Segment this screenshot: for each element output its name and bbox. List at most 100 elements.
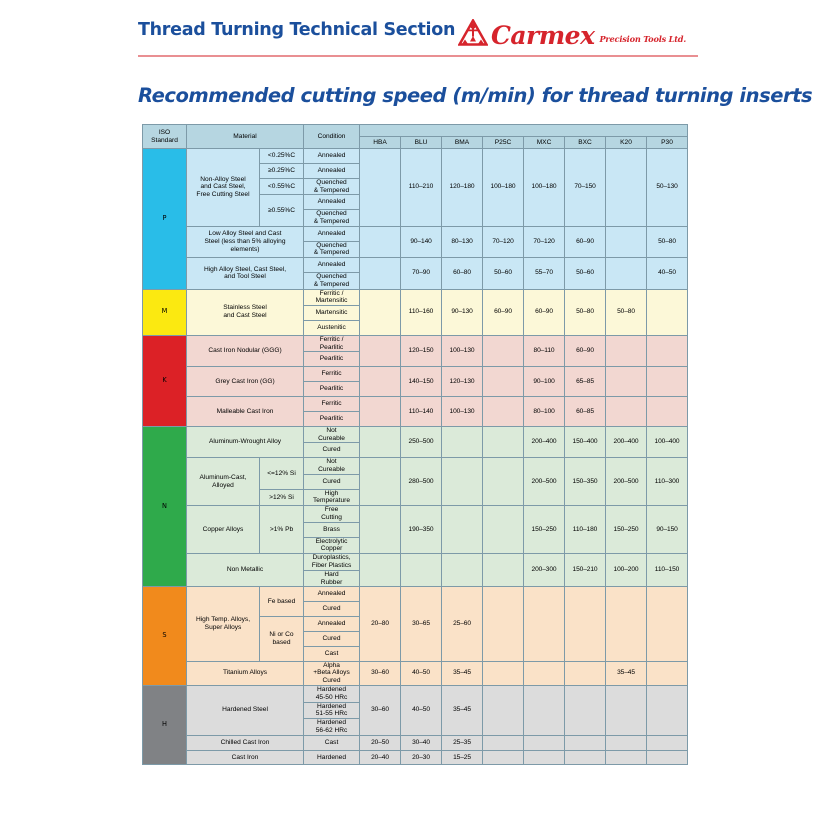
material-name-line: and Tool Steel	[224, 273, 266, 281]
table-head: ISO Standard Material Condition HBA BLU BM…	[142, 124, 689, 149]
speed-value-bma: 25–60	[441, 586, 484, 662]
speed-value-p30	[646, 288, 689, 336]
material-name-line: High Alloy Steel, Cast Steel,	[203, 265, 287, 273]
material-name-line: Stainless Steel	[223, 304, 267, 312]
speed-value-hba: 20–80	[359, 586, 402, 662]
condition-line: Cast	[324, 649, 339, 657]
speed-value-p25c	[482, 749, 525, 766]
table-row: S High Temp. Alloys, Super Alloys Fe based A…	[142, 586, 689, 687]
condition-line: Hardened	[317, 702, 346, 710]
condition-cell: Annealed	[303, 586, 361, 603]
speed-value-bma: 100–130	[441, 396, 484, 427]
condition-line: Annealed	[317, 620, 346, 628]
condition-cell: Austenitic	[303, 320, 361, 336]
speed-value-p25c	[482, 553, 525, 588]
condition-cell: Hard Rubber	[303, 569, 361, 588]
speed-value-p25c: 50–60	[482, 257, 525, 290]
table-row: Copper Alloys >1% Pb Free Cutting 190–350 150…	[143, 505, 689, 555]
header-grade-blu: BLU	[400, 136, 443, 149]
table-row: Chilled Cast Iron Cast 20–50 30–40 25–35	[143, 734, 689, 751]
table-row: Cast Iron Hardened 20–40 20–30 15–25	[143, 749, 689, 766]
speed-value-mxc	[523, 660, 566, 687]
condition-cell: Ferritic / Martensitic	[303, 288, 361, 307]
condition-line: & Tempered	[313, 186, 350, 194]
condition-cell: Cast	[303, 645, 361, 662]
condition-line: Ferritic	[321, 370, 342, 378]
table-row: Pearlitic	[143, 381, 688, 398]
condition-cell: Martensitic	[303, 305, 361, 321]
header-grade-p25c: P25C	[482, 136, 525, 149]
header-grade-p30: P30	[646, 136, 689, 149]
condition-line: +Beta Alloys	[313, 669, 350, 677]
speed-value-k20: 50–80	[605, 288, 648, 336]
speed-value-bma: 35–45	[441, 685, 484, 736]
condition-line: Hardened	[317, 686, 346, 694]
condition-cell: Cured	[303, 442, 361, 459]
material-name-line: and Cast Steel	[223, 312, 267, 320]
table-row: Pearlitic	[143, 410, 688, 427]
table-row: Austenitic	[143, 320, 688, 336]
condition-line: 45-50 HRc	[315, 693, 348, 701]
speed-value-mxc: 200–400	[523, 425, 566, 459]
speed-value-hba	[359, 334, 402, 368]
speed-value-bma: 80–130	[441, 225, 484, 259]
speed-value-blu	[400, 553, 443, 588]
speed-value-p30: 110–150	[646, 553, 689, 588]
speed-value-blu: 110–140	[400, 396, 443, 427]
condition-line: Cured	[322, 605, 341, 613]
speed-value-k20	[605, 334, 648, 368]
speed-value-bxc: 150–350	[564, 457, 607, 507]
page-header: Thread Turning Technical Section Carmex …	[138, 14, 686, 58]
material-name-line: Low Alloy Steel and Cast	[208, 230, 282, 238]
table-row: Grey Cast Iron (GG) Ferritic 140–150 120–13…	[143, 366, 689, 398]
speed-value-hba	[359, 366, 402, 398]
speed-value-bma: 25–35	[441, 734, 484, 751]
speed-value-bxc: 150–210	[564, 553, 607, 588]
material-name: Aluminum-Wrought Alloy	[185, 425, 305, 459]
speed-value-k20	[605, 148, 648, 227]
condition-cell: Quenched & Tempered	[303, 240, 361, 259]
material-name-line: Grey Cast Iron (GG)	[215, 377, 275, 385]
speed-value-blu: 120–150	[400, 334, 443, 368]
condition-cell: Ferritic / Pearlitic	[303, 334, 361, 353]
speed-value-bxc	[564, 660, 607, 687]
speed-value-mxc: 200–500	[523, 457, 566, 507]
speed-value-hba	[359, 288, 402, 336]
condition-line: Fiber Plastics	[311, 561, 352, 569]
speed-value-blu: 190–350	[400, 505, 443, 555]
speed-value-p30	[646, 366, 689, 398]
material-sub-spec: ≥0.25%C	[258, 162, 305, 179]
speed-value-bxc: 150–400	[564, 425, 607, 459]
speed-value-bma	[441, 553, 484, 588]
brand-tagline: Precision Tools Ltd.	[599, 34, 686, 44]
speed-value-blu: 250–500	[400, 425, 443, 459]
speed-value-hba	[359, 148, 402, 227]
condition-line: Quenched	[316, 241, 347, 249]
condition-line: Martensitic	[315, 309, 348, 317]
condition-line: Cureable	[318, 466, 345, 474]
speed-value-bxc: 60–90	[564, 225, 607, 259]
cutting-speed-table: ISO Standard Material Condition HBA BLU BM…	[142, 124, 689, 766]
table-row: Cast	[143, 645, 688, 662]
speed-value-bxc: 60–85	[564, 396, 607, 427]
speed-value-k20: 35–45	[605, 660, 648, 687]
condition-cell: Annealed	[303, 148, 361, 164]
material-sub-spec: <=12% Si	[258, 457, 305, 490]
condition-line: Copper	[320, 545, 343, 553]
iso-group-m: M	[142, 288, 187, 336]
speed-value-bxc: 50–60	[564, 257, 607, 290]
speed-value-k20	[605, 734, 648, 751]
speed-value-k20	[605, 685, 648, 736]
condition-cell: Quenched & Tempered	[303, 209, 361, 227]
table-row: Aluminum-Cast, Alloyed <=12% Si Not Cureable…	[143, 457, 689, 507]
condition-cell: Ferritic	[303, 396, 361, 412]
condition-cell: Pearlitic	[303, 351, 361, 368]
material-name: Grey Cast Iron (GG)	[185, 366, 305, 398]
speed-value-blu: 30–40	[400, 734, 443, 751]
speed-value-p30	[646, 396, 689, 427]
speed-value-hba: 20–50	[359, 734, 402, 751]
condition-line: Annealed	[317, 152, 346, 160]
speed-value-bma: 35–45	[441, 660, 484, 687]
material-name-line: Cast Iron Nodular (GGG)	[208, 347, 282, 355]
speed-value-mxc: 80–110	[523, 334, 566, 368]
